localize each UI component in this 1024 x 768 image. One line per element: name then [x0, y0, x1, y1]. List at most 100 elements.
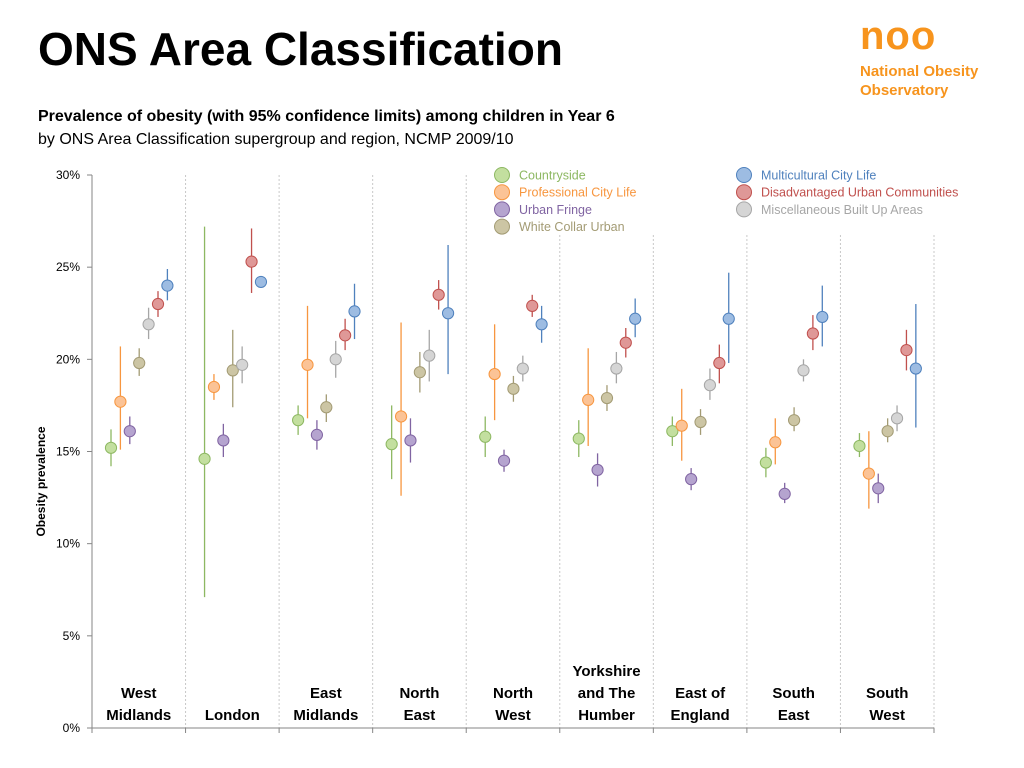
data-point	[787, 414, 801, 427]
y-tick-label: 0%	[63, 721, 81, 735]
data-point	[104, 441, 118, 454]
data-point	[423, 349, 436, 362]
region-separators	[185, 175, 935, 728]
logo-mark: noo	[860, 14, 937, 58]
legend-label: Countryside	[519, 169, 586, 183]
region-label: West	[121, 685, 157, 702]
data-point	[713, 356, 726, 370]
data-point	[769, 436, 782, 449]
data-point	[254, 275, 268, 289]
data-point	[610, 362, 623, 375]
region-label: East	[310, 685, 342, 702]
data-point	[675, 419, 688, 432]
data-point	[881, 425, 894, 438]
region-label: Midlands	[106, 707, 171, 724]
data-point	[441, 307, 455, 320]
region-label: London	[205, 707, 260, 724]
region-label: West	[869, 707, 905, 724]
legend-marker	[494, 184, 510, 201]
logo-text: National Obesity Observatory	[860, 62, 978, 100]
region-labels: West Midlands London East Midlands North East N…	[106, 663, 908, 724]
legend-label: Miscellaneous Built Up Areas	[761, 203, 923, 217]
noo-logo: noo National Obesity Observatory	[860, 16, 978, 100]
data-point	[320, 401, 333, 414]
y-tick-label: 15%	[56, 445, 80, 459]
data-point	[413, 366, 426, 379]
data-point	[778, 487, 791, 500]
region-label: England	[671, 707, 730, 724]
chart-subtitle-detail: by ONS Area Classification supergroup an…	[38, 131, 514, 148]
logo-line-1: National Obesity	[860, 63, 979, 80]
data-point	[507, 382, 520, 395]
data-point	[114, 395, 127, 408]
slide-title: ONS Area Classification	[38, 23, 563, 75]
legend-label: White Collar Urban	[519, 220, 625, 234]
logo-line-2: Observatory	[860, 82, 949, 99]
data-point	[722, 312, 735, 325]
data-point	[900, 344, 913, 357]
data-point	[301, 358, 314, 371]
data-point	[516, 362, 529, 375]
y-axis: 0% 5% 10% 15% 20% 25% 30% Obesity prevalence	[34, 168, 935, 735]
data-point	[404, 434, 417, 447]
data-point	[909, 362, 922, 375]
data-point	[582, 393, 595, 406]
data-point	[310, 428, 324, 442]
data-point	[629, 312, 642, 325]
legend-label: Disadvantaged Urban Communities	[761, 186, 958, 200]
data-point	[207, 380, 221, 394]
region-label: North	[493, 685, 533, 702]
legend-marker	[736, 201, 752, 218]
data-point	[685, 473, 698, 486]
data-point	[198, 452, 211, 465]
region-label: East	[404, 707, 436, 724]
data-point	[245, 255, 258, 268]
legend-marker	[494, 167, 510, 183]
data-point	[890, 412, 904, 425]
region-label: South	[772, 685, 815, 702]
region-label: Midlands	[293, 707, 358, 724]
data-point	[123, 425, 136, 438]
data-point	[759, 456, 772, 469]
data-point	[526, 299, 539, 312]
legend-marker	[736, 167, 752, 183]
data-point	[703, 379, 717, 392]
y-tick-label: 20%	[56, 352, 80, 366]
data-point	[161, 279, 174, 292]
region-label: and The	[578, 685, 636, 702]
data-point	[806, 327, 819, 340]
data-point	[385, 438, 398, 451]
data-point	[142, 318, 155, 331]
legend-label: Urban Fringe	[519, 203, 592, 217]
chart-subtitle: Prevalence of obesity (with 95% confiden…	[38, 108, 615, 125]
region-label: East	[778, 707, 810, 724]
y-tick-label: 5%	[63, 629, 81, 643]
data-point	[572, 432, 585, 445]
data-point	[226, 364, 239, 377]
region-label: West	[495, 707, 531, 724]
data-point	[497, 454, 511, 467]
data-point	[217, 434, 230, 447]
data-point	[339, 329, 352, 342]
region-label: South	[866, 685, 909, 702]
data-point	[292, 414, 305, 427]
region-label: North	[399, 685, 439, 702]
region-label: Humber	[578, 707, 635, 724]
data-point	[348, 305, 361, 318]
data-point	[394, 410, 408, 423]
legend: Countryside Professional City Life Urban F…	[485, 165, 1005, 235]
y-tick-label: 30%	[56, 168, 80, 182]
data-point	[432, 288, 445, 301]
data-point	[862, 467, 875, 480]
data-point	[479, 430, 492, 443]
data-point	[488, 367, 501, 381]
data-point	[236, 358, 249, 371]
data-points	[104, 255, 922, 500]
data-point	[872, 482, 885, 495]
data-point	[133, 356, 146, 370]
legend-label: Multicultural City Life	[761, 169, 876, 183]
data-point	[853, 439, 866, 453]
data-point	[797, 364, 810, 377]
y-tick-label: 25%	[56, 260, 80, 274]
